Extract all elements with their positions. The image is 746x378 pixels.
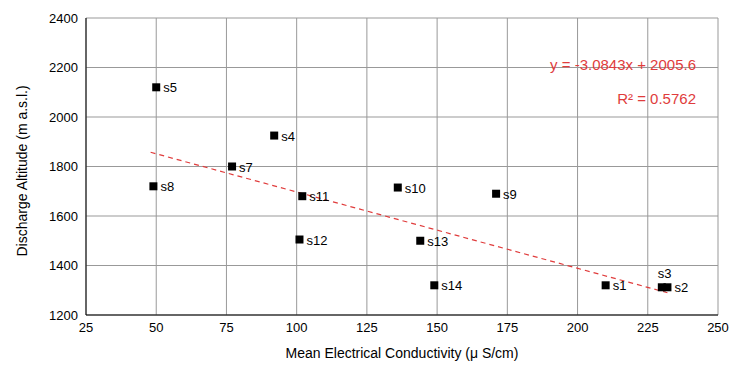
svg-text:175: 175 xyxy=(496,320,518,335)
svg-text:25: 25 xyxy=(79,320,93,335)
svg-text:1400: 1400 xyxy=(49,258,78,273)
svg-text:s12: s12 xyxy=(306,233,327,248)
svg-text:2400: 2400 xyxy=(49,11,78,26)
svg-text:100: 100 xyxy=(286,320,308,335)
svg-text:1200: 1200 xyxy=(49,308,78,323)
svg-text:2200: 2200 xyxy=(49,60,78,75)
svg-text:75: 75 xyxy=(219,320,233,335)
svg-text:s3: s3 xyxy=(658,266,672,281)
svg-text:s10: s10 xyxy=(405,181,426,196)
svg-text:s9: s9 xyxy=(503,187,517,202)
svg-text:s1: s1 xyxy=(613,278,627,293)
svg-text:150: 150 xyxy=(426,320,448,335)
svg-text:250: 250 xyxy=(707,320,729,335)
svg-text:Discharge Altitude (m a.s.l.): Discharge Altitude (m a.s.l.) xyxy=(14,85,30,256)
svg-text:s14: s14 xyxy=(441,278,462,293)
svg-text:1600: 1600 xyxy=(49,209,78,224)
svg-text:s11: s11 xyxy=(309,189,329,204)
svg-text:s13: s13 xyxy=(427,234,448,249)
html-text:y = -3.0843x + 2005.6: y = -3.0843x + 2005.6 xyxy=(550,56,696,73)
svg-text:200: 200 xyxy=(567,320,589,335)
svg-text:225: 225 xyxy=(637,320,659,335)
svg-text:2000: 2000 xyxy=(49,110,78,125)
svg-text:s7: s7 xyxy=(239,160,253,175)
svg-text:50: 50 xyxy=(149,320,163,335)
svg-text:s4: s4 xyxy=(281,129,295,144)
svg-text:s5: s5 xyxy=(163,80,177,95)
svg-text:s8: s8 xyxy=(160,179,174,194)
svg-text:s2: s2 xyxy=(674,280,688,295)
html-text:R² = 0.5762: R² = 0.5762 xyxy=(617,90,696,107)
svg-text:1800: 1800 xyxy=(49,159,78,174)
svg-text:Mean Electrical Conductivity (: Mean Electrical Conductivity (μ S/cm) xyxy=(286,345,519,361)
svg-text:125: 125 xyxy=(356,320,378,335)
